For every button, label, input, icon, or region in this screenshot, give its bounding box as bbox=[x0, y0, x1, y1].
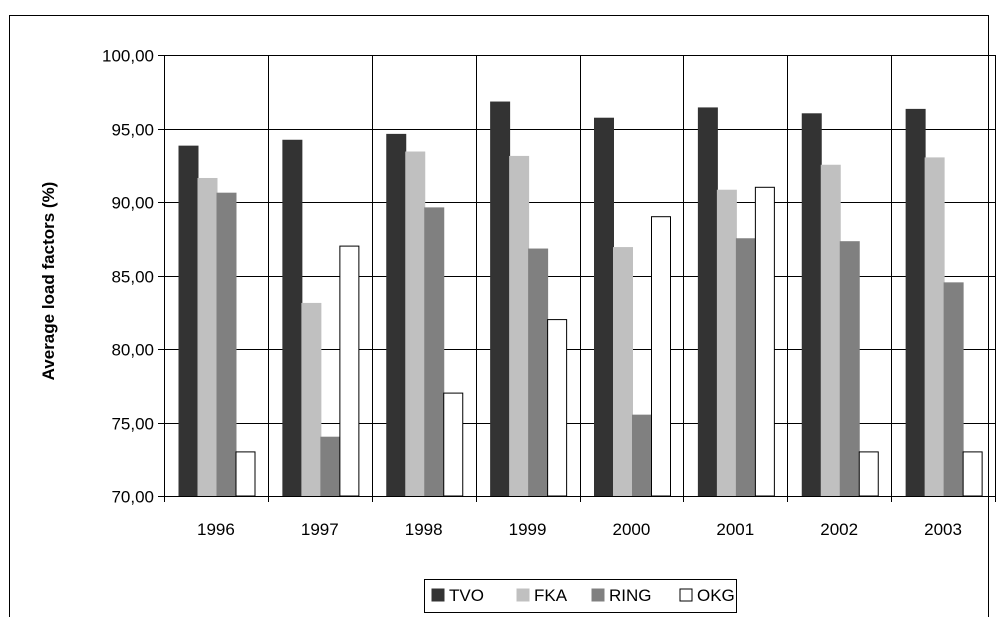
y-axis-title: Average load factors (%) bbox=[39, 182, 58, 381]
bar-fka-2000 bbox=[613, 247, 633, 497]
bar-ring-2000 bbox=[632, 414, 652, 497]
bar-ring-2001 bbox=[735, 238, 756, 497]
bar-fka-1998 bbox=[405, 151, 426, 497]
bar-tvo-2003 bbox=[905, 108, 926, 497]
y-tick-label: 70,00 bbox=[111, 488, 154, 507]
bar-okg-1998 bbox=[443, 392, 464, 497]
x-tick-label: 1999 bbox=[509, 520, 547, 539]
legend-label-fka: FKA bbox=[534, 586, 568, 605]
bar-tvo-1998 bbox=[386, 133, 407, 497]
y-tick-label: 100,00 bbox=[102, 47, 154, 66]
x-tick-label: 1997 bbox=[301, 520, 339, 539]
x-tick-label: 1996 bbox=[197, 520, 235, 539]
bar-fka-1999 bbox=[509, 155, 530, 497]
bar-fka-1997 bbox=[301, 302, 322, 497]
y-tick-label: 95,00 bbox=[111, 121, 154, 140]
legend-swatch-okg bbox=[679, 588, 693, 602]
y-tick-label: 75,00 bbox=[111, 415, 154, 434]
bar-fka-2002 bbox=[820, 164, 841, 497]
bar-tvo-1996 bbox=[178, 145, 199, 497]
y-tick-label: 80,00 bbox=[111, 341, 154, 360]
bar-tvo-1999 bbox=[490, 101, 511, 497]
bar-tvo-1997 bbox=[282, 139, 303, 497]
bar-ring-2002 bbox=[839, 241, 860, 497]
legend-label-okg: OKG bbox=[697, 586, 735, 605]
bar-fka-2003 bbox=[924, 157, 945, 497]
bar-okg-2003 bbox=[962, 451, 983, 497]
bar-okg-2001 bbox=[754, 186, 775, 497]
bar-ring-1998 bbox=[424, 207, 445, 497]
legend-swatch-tvo bbox=[431, 588, 445, 602]
bar-okg-1999 bbox=[547, 319, 568, 497]
bar-tvo-2000 bbox=[594, 117, 614, 497]
legend-swatch-fka bbox=[516, 588, 530, 602]
y-tick-label: 90,00 bbox=[111, 194, 154, 213]
axes: 70,00 75,00 80,00 85,00 90,00 95,00 100,00 1996… bbox=[102, 47, 996, 539]
bar-okg-1996 bbox=[235, 451, 256, 497]
bar-okg-2000 bbox=[651, 216, 671, 497]
legend-swatch-ring bbox=[591, 588, 605, 602]
bar-fka-2001 bbox=[716, 189, 737, 497]
bar-ring-1999 bbox=[528, 248, 549, 497]
x-tick-label: 2001 bbox=[716, 520, 754, 539]
bar-fka-1996 bbox=[197, 177, 218, 497]
legend: TVO FKA RING OKG bbox=[424, 579, 737, 613]
bar-okg-1997 bbox=[339, 245, 360, 497]
x-tick-label: 2002 bbox=[820, 520, 858, 539]
bar-ring-2003 bbox=[943, 282, 964, 497]
bar-ring-1997 bbox=[320, 436, 341, 497]
bar-okg-2002 bbox=[858, 451, 879, 497]
x-tick-label: 1998 bbox=[405, 520, 443, 539]
bar-ring-1996 bbox=[216, 192, 237, 497]
chart-border bbox=[9, 15, 989, 617]
x-tick-label: 2003 bbox=[924, 520, 962, 539]
y-tick-label: 85,00 bbox=[111, 268, 154, 287]
bar-tvo-2001 bbox=[697, 107, 718, 497]
bar-tvo-2002 bbox=[801, 113, 822, 497]
x-tick-label: 2000 bbox=[613, 520, 651, 539]
legend-label-tvo: TVO bbox=[449, 586, 484, 605]
legend-label-ring: RING bbox=[609, 586, 652, 605]
